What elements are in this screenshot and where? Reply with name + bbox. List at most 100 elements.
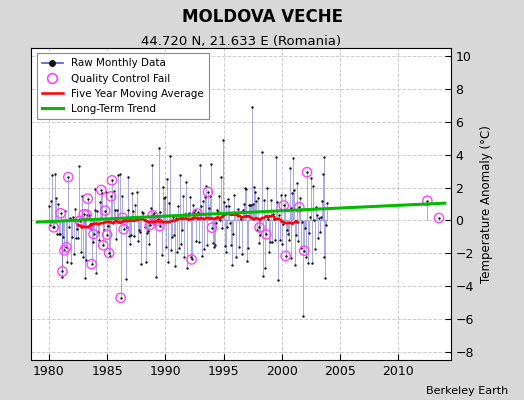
Point [80, 211, 88, 218]
Point [308, 260, 316, 266]
Point [315, 229, 324, 235]
Point [113, 206, 121, 213]
Point [276, 237, 284, 243]
Point [152, 218, 161, 224]
Point [304, 260, 312, 266]
Point [83, 212, 91, 218]
Point [70, 251, 78, 258]
Point [241, 185, 249, 192]
Point [224, 196, 233, 202]
Point [222, 203, 231, 209]
Point [148, 162, 156, 168]
Point [295, 204, 303, 210]
Point [301, 225, 309, 231]
Point [178, 227, 186, 233]
Point [192, 237, 201, 244]
Point [232, 254, 241, 260]
Point [73, 226, 81, 232]
Point [135, 227, 144, 233]
Point [282, 227, 291, 234]
Point [51, 194, 60, 201]
Point [296, 194, 304, 201]
Point [221, 242, 229, 249]
Point [105, 250, 113, 256]
Point [126, 241, 135, 248]
Point [148, 212, 157, 218]
Point [123, 207, 132, 213]
Point [97, 187, 105, 193]
Point [112, 236, 120, 243]
Point [312, 204, 320, 210]
Point [114, 172, 122, 178]
Point [160, 195, 169, 201]
Point [194, 208, 203, 215]
Point [305, 230, 313, 237]
Point [295, 204, 303, 210]
Point [183, 212, 192, 218]
Point [237, 216, 245, 222]
Point [64, 174, 72, 180]
Point [161, 194, 170, 200]
Point [90, 231, 98, 237]
Point [223, 224, 232, 230]
Point [103, 231, 111, 238]
Point [272, 154, 280, 160]
Point [267, 197, 275, 204]
Point [56, 231, 64, 237]
Point [220, 199, 228, 205]
Point [72, 235, 80, 241]
Point [234, 206, 242, 212]
Point [311, 246, 319, 253]
Point [136, 229, 144, 235]
Point [184, 210, 193, 216]
Point [165, 200, 173, 206]
Point [286, 165, 294, 172]
Point [144, 227, 152, 234]
Point [228, 262, 236, 268]
Point [256, 232, 265, 238]
Point [166, 152, 174, 159]
Point [174, 203, 182, 210]
Point [67, 259, 75, 266]
Point [261, 265, 269, 271]
Point [58, 268, 67, 275]
Point [277, 192, 285, 198]
Point [76, 218, 84, 224]
Point [62, 244, 71, 250]
Point [60, 247, 69, 254]
Point [254, 240, 263, 246]
Point [271, 236, 279, 243]
Point [128, 190, 137, 196]
Point [268, 239, 276, 245]
Point [89, 238, 97, 245]
Point [134, 238, 143, 244]
Point [95, 237, 104, 244]
Point [285, 236, 293, 243]
Point [65, 224, 73, 230]
Point [127, 232, 136, 238]
Point [283, 231, 292, 238]
Point [208, 224, 216, 231]
Point [61, 208, 70, 214]
Point [119, 226, 128, 232]
Point [221, 249, 230, 255]
Point [247, 202, 255, 208]
Point [90, 186, 99, 192]
Point [99, 242, 107, 248]
Point [48, 172, 56, 179]
Point [262, 231, 270, 238]
Point [69, 214, 78, 220]
Point [243, 258, 251, 264]
Point [156, 208, 165, 215]
Point [269, 211, 277, 217]
Point [83, 195, 92, 202]
Point [62, 244, 71, 250]
Point [247, 103, 256, 110]
Point [289, 154, 298, 161]
Point [253, 226, 261, 233]
Point [244, 245, 252, 251]
Point [292, 232, 301, 238]
Point [319, 170, 327, 177]
Point [303, 169, 311, 175]
Point [116, 295, 125, 301]
